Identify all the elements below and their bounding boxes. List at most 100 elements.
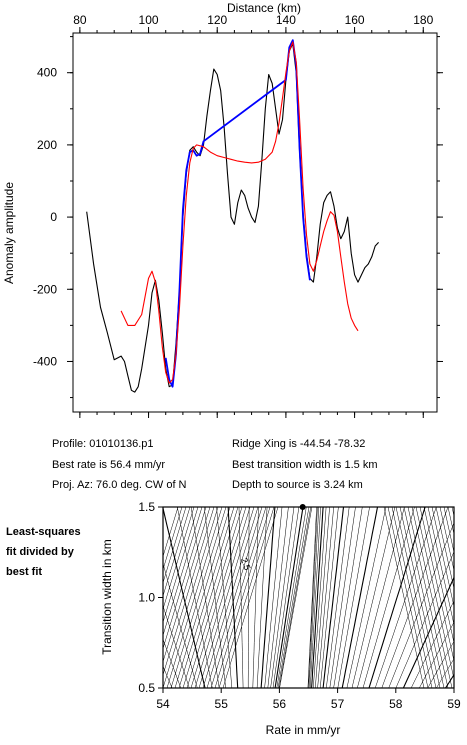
contour-line-edge	[206, 507, 263, 688]
contour-line-edge	[178, 507, 235, 688]
contour-line-left	[216, 507, 233, 688]
top-y-tick-label: -200	[33, 282, 57, 296]
contour-line-left	[279, 507, 313, 688]
note-line-3: best fit	[6, 566, 43, 578]
contour-line-right	[319, 507, 339, 688]
contour-line-right	[410, 600, 454, 688]
contour-line-left	[163, 605, 190, 688]
contour-line-edge	[395, 507, 437, 688]
contour-line-edge	[456, 507, 467, 688]
contour-line-edge	[198, 507, 255, 688]
contour-line-edge	[182, 507, 239, 688]
contour-line-right	[313, 507, 327, 688]
contour-line-edge	[163, 507, 219, 688]
contour-line-left	[163, 562, 198, 688]
contour-line-right	[346, 507, 387, 688]
bottom-x-tick-label: 58	[389, 697, 403, 711]
contour-line-left	[272, 507, 300, 688]
top-y-tick-label: 0	[50, 210, 57, 224]
contour-line-edge	[407, 507, 449, 688]
top-y-ticks: 400 200 0 -200 -400	[33, 36, 443, 399]
contour-line-right	[368, 507, 426, 688]
top-series	[86, 39, 379, 393]
contour-line-edge	[163, 507, 215, 676]
top-x-tick-label: 160	[345, 13, 365, 27]
bottom-y-ticks: 1.5 1.0 0.5	[138, 500, 163, 695]
contour-line-edge	[423, 507, 454, 644]
contour-line-edge	[194, 507, 251, 688]
top-x-tick-label: 100	[139, 13, 159, 27]
contour-line-right	[402, 576, 454, 688]
contour-line-right	[381, 507, 449, 688]
top-x-tick-label: 80	[73, 13, 87, 27]
contour-line-edge	[166, 507, 223, 688]
contour-line-right	[309, 507, 321, 688]
contour-line-left	[264, 507, 283, 688]
contour-line-edge	[218, 507, 275, 688]
best-width-text: Best transition width is 1.5 km	[232, 459, 378, 471]
contour-line-left	[203, 507, 226, 688]
bottom-y-tick-label: 0.5	[138, 681, 155, 695]
contour-line-right	[333, 507, 363, 688]
best-rate-text: Best rate is 56.4 mm/yr	[52, 459, 166, 471]
bottom-y-tick-label: 1.5	[138, 500, 155, 514]
contour-label: 2.5	[239, 556, 253, 571]
bottom-x-tick-label: 59	[447, 697, 461, 711]
contour-line-edge	[411, 507, 453, 688]
contour-line-edge	[163, 507, 211, 663]
contour-line-right	[329, 507, 356, 688]
contour-line-edge	[447, 507, 454, 536]
top-x-axis-title: Distance (km)	[227, 1, 301, 15]
contour-line-edge	[427, 507, 454, 626]
contour-line-left	[276, 507, 307, 688]
contour-line-edge	[163, 507, 191, 597]
contour-line-left	[190, 507, 220, 688]
contour-line-left	[256, 507, 268, 688]
contour-line-left	[260, 507, 276, 688]
top-x-tick-label: 180	[413, 13, 433, 27]
top-x-ticks: 80 100 120 140 160 180	[73, 13, 434, 418]
top-y-tick-label: 200	[37, 138, 57, 152]
contour-line-edge	[163, 507, 179, 558]
contour-line-right	[307, 507, 317, 688]
contour-lines	[163, 507, 467, 688]
top-y-tick-label: 400	[37, 66, 57, 80]
best-fit-point	[299, 504, 306, 510]
contour-line-right	[395, 550, 454, 688]
contour-line-edge	[399, 507, 441, 688]
note-line-2: fit divided by	[6, 546, 74, 558]
contour-line-edge	[435, 507, 454, 590]
contour-line-edge	[163, 507, 207, 650]
contour-line-left	[278, 507, 312, 688]
contour-line-right	[326, 507, 350, 688]
contour-line-left	[277, 507, 310, 688]
contour-line-edge	[222, 507, 279, 688]
bottom-x-tick-label: 56	[273, 697, 287, 711]
contour-line-edge	[186, 507, 243, 688]
contour-line-left	[227, 507, 239, 688]
contour-line-edge	[391, 507, 433, 688]
contour-line-edge	[460, 507, 467, 688]
contour-line-left	[270, 507, 295, 688]
depth-text: Depth to source is 3.24 km	[232, 479, 363, 491]
contour-line-right	[427, 640, 454, 688]
bottom-y-tick-label: 1.0	[138, 591, 155, 605]
contour-line-right	[315, 507, 330, 688]
contour-line-right	[388, 522, 454, 688]
proj-az-text: Proj. Az: 76.0 deg. CW of N	[52, 479, 187, 491]
contour-line-right	[308, 507, 320, 688]
contour-line-edge	[202, 507, 259, 688]
contour-line-right	[317, 507, 334, 688]
contour-line-left	[267, 507, 289, 688]
contour-line-right	[308, 507, 318, 688]
contour-line-right	[337, 507, 370, 688]
series-line-3	[120, 41, 359, 384]
contour-line-edge	[163, 507, 199, 624]
contour-line-right	[357, 507, 405, 688]
contour-line-edge	[163, 507, 187, 584]
series-line-2	[164, 39, 311, 388]
contour-line-edge	[387, 507, 429, 688]
top-y-tick-label: -400	[33, 354, 57, 368]
contour-line-right	[351, 507, 396, 688]
